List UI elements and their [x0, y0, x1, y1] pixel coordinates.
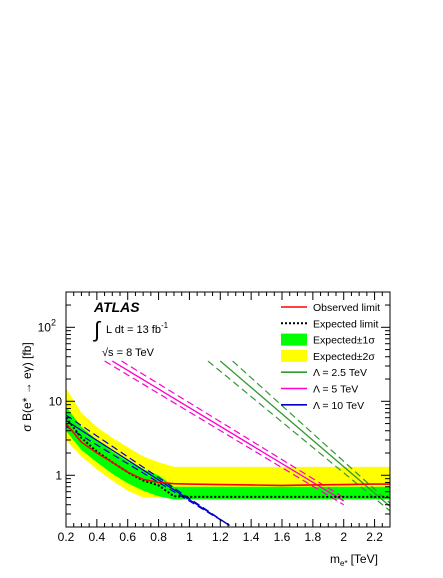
luminosity-label: L dt = 13 fb-1: [106, 321, 169, 336]
theory-down--5-tev: [104, 360, 345, 506]
observed-limit-line: [66, 423, 390, 487]
x-tick-label: 0.8: [150, 530, 167, 544]
annotation-layer: ATLAS ∫ L dt = 13 fb-1 √s = 8 TeV: [92, 299, 169, 359]
lumi-integral-symbol: ∫: [92, 317, 102, 342]
experiment-label: ATLAS: [93, 299, 140, 315]
theory-down--10-tev: [66, 425, 230, 526]
y-tick-label: 1: [55, 468, 62, 482]
legend: Observed limit Expected limit Expected±1σ E…: [281, 302, 380, 412]
theory-line--5-tev: [111, 360, 345, 502]
y-axis-title: σ B(e* → eγ) [fb]: [20, 342, 34, 431]
theory-up--2-5-tev: [232, 360, 390, 504]
luminosity-exponent: -1: [161, 321, 169, 330]
legend-label-expected-1-: Expected±1σ: [313, 335, 375, 347]
lines-layer: [66, 360, 390, 526]
legend-swatch-expected-2-: [281, 349, 307, 362]
legend-label-expected-2-: Expected±2σ: [313, 351, 375, 363]
legend-label--10-tev: Λ = 10 TeV: [313, 400, 364, 412]
legend-swatch-expected-1-: [281, 333, 307, 346]
x-axis-label: m: [330, 552, 340, 566]
y-tick-label: 10: [49, 394, 63, 408]
luminosity-text: L dt = 13 fb: [106, 324, 161, 336]
legend-label-observed-limit: Observed limit: [313, 302, 380, 314]
x-tick-label: 1.2: [212, 530, 229, 544]
band-expected-2-: [66, 388, 390, 498]
theory-down--2-5-tev: [207, 360, 390, 512]
x-tick-label: 0.6: [119, 530, 136, 544]
x-tick-label: 1.8: [305, 530, 322, 544]
band-expected-1-: [66, 406, 390, 500]
y-tick-label: 102: [38, 317, 56, 334]
x-tick-label: 2.2: [366, 530, 383, 544]
x-tick-label: 1: [186, 530, 193, 544]
legend-label-expected-limit: Expected limit: [313, 318, 378, 330]
x-tick-label: 1.6: [274, 530, 291, 544]
x-tick-label: 1.4: [243, 530, 260, 544]
x-tick-label: 0.2: [58, 530, 75, 544]
legend-label--5-tev: Λ = 5 TeV: [313, 384, 358, 396]
theory-line--2-5-tev: [219, 360, 390, 507]
x-axis-title: me* [TeV]: [330, 552, 378, 568]
y-tick-base: 10: [38, 320, 52, 334]
x-tick-label: 0.4: [89, 530, 106, 544]
x-tick-label: 2: [340, 530, 347, 544]
energy-label: √s = 8 TeV: [102, 347, 155, 359]
x-axis-unit: [TeV]: [351, 552, 378, 566]
bands-layer: [66, 388, 390, 500]
x-axis-subscript: e*: [340, 559, 348, 568]
theory-line--10-tev: [66, 419, 230, 526]
y-tick-exponent: 2: [51, 317, 56, 327]
legend-label--2-5-tev: Λ = 2.5 TeV: [313, 367, 367, 379]
